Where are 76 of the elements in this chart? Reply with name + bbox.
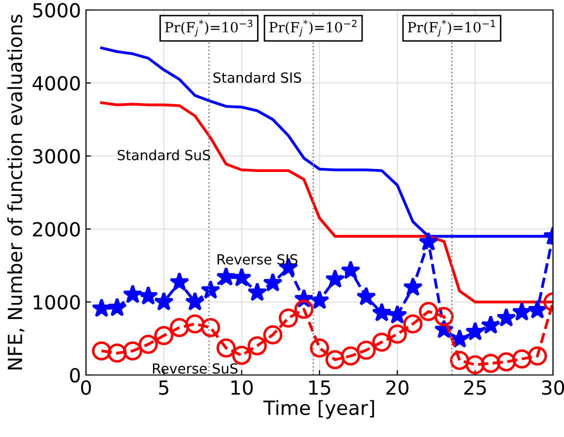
y-tick-label: 4000 bbox=[32, 76, 80, 91]
point bbox=[138, 286, 158, 305]
y-tick-label: 0 bbox=[70, 368, 80, 383]
point bbox=[262, 272, 283, 292]
point bbox=[466, 355, 485, 374]
point bbox=[310, 290, 330, 310]
series-label: Standard SIS bbox=[213, 72, 302, 83]
point bbox=[356, 340, 376, 360]
series-label: Standard SuS bbox=[118, 150, 210, 160]
x-tick-label: 10 bbox=[231, 380, 253, 395]
point bbox=[418, 232, 438, 251]
point bbox=[138, 334, 158, 354]
point bbox=[294, 300, 314, 319]
x-tick-label: 25 bbox=[464, 380, 486, 395]
point bbox=[248, 336, 267, 356]
x-tick-label: 5 bbox=[159, 380, 168, 395]
annotation: Pr(F$_{j}$$^{*}$)=10$^{−3}$ bbox=[165, 20, 252, 37]
x-axis-title: Time [year] bbox=[263, 400, 374, 419]
series-label: Reverse SIS bbox=[218, 254, 298, 265]
point bbox=[465, 322, 486, 340]
point bbox=[263, 325, 282, 344]
point bbox=[403, 277, 423, 296]
point bbox=[123, 341, 142, 360]
series-label: Reverse SuS bbox=[152, 363, 238, 374]
point bbox=[200, 280, 220, 299]
annotation: Pr(F$_{j}$$^{*}$)=10$^{−1}$ bbox=[408, 20, 496, 37]
point bbox=[107, 298, 127, 316]
point bbox=[340, 260, 360, 280]
point bbox=[247, 282, 268, 302]
point bbox=[325, 350, 345, 370]
point bbox=[170, 318, 189, 338]
point bbox=[356, 286, 376, 306]
point bbox=[154, 292, 174, 311]
point bbox=[403, 314, 422, 334]
point bbox=[388, 324, 407, 344]
point bbox=[92, 341, 112, 360]
point bbox=[434, 307, 454, 326]
point bbox=[387, 304, 408, 324]
point bbox=[450, 328, 470, 348]
point bbox=[341, 346, 360, 366]
point bbox=[122, 284, 143, 304]
point bbox=[512, 349, 532, 369]
point bbox=[418, 302, 438, 322]
point bbox=[108, 344, 127, 363]
point bbox=[480, 315, 501, 334]
point bbox=[450, 350, 470, 370]
y-tick-label: 3000 bbox=[33, 148, 80, 164]
point bbox=[512, 302, 532, 321]
y-tick-label: 2000 bbox=[33, 222, 80, 237]
point bbox=[185, 314, 205, 334]
point bbox=[372, 302, 392, 322]
point bbox=[496, 308, 516, 327]
point bbox=[154, 326, 174, 346]
point bbox=[278, 308, 298, 328]
point bbox=[496, 352, 516, 372]
x-tick-label: 20 bbox=[386, 380, 408, 395]
y-axis-title: NFE, Number of function evaluations bbox=[7, 14, 24, 370]
point bbox=[325, 269, 345, 288]
y-tick-label: 1000 bbox=[34, 294, 80, 310]
point bbox=[310, 338, 330, 358]
x-tick-label: 0 bbox=[81, 380, 91, 395]
point bbox=[216, 338, 236, 358]
point bbox=[200, 318, 220, 338]
point bbox=[528, 346, 548, 366]
x-tick-label: 15 bbox=[309, 380, 330, 395]
point bbox=[216, 266, 236, 286]
point bbox=[185, 292, 205, 311]
x-tick-label: 30 bbox=[542, 380, 564, 395]
y-tick-label: 5000 bbox=[33, 2, 80, 18]
point bbox=[481, 354, 500, 373]
point bbox=[232, 346, 252, 365]
point bbox=[372, 332, 392, 352]
annotation: Pr(F$_{j}$$^{*}$)=10$^{−2}$ bbox=[269, 20, 356, 37]
point bbox=[92, 298, 112, 318]
point bbox=[170, 272, 190, 291]
point bbox=[528, 300, 548, 319]
